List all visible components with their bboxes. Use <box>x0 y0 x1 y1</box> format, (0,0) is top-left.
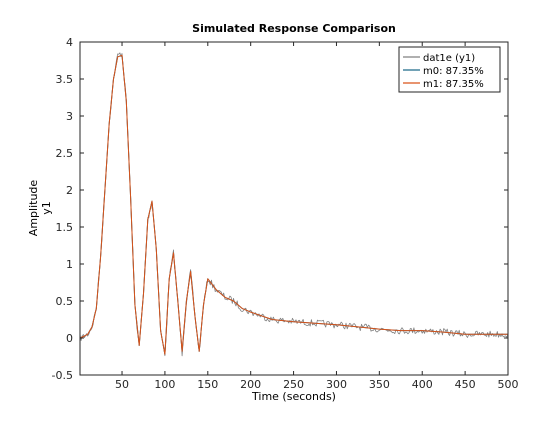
x-tick-label: 50 <box>115 378 129 391</box>
x-tick-label: 300 <box>326 378 347 391</box>
y-tick-label: 4 <box>66 36 73 49</box>
y-tick-label: 0.5 <box>56 295 74 308</box>
y-tick-label: 2.5 <box>56 147 74 160</box>
y-tick-label: -0.5 <box>52 369 73 382</box>
legend-label-m0: m0: 87.35% <box>423 66 484 77</box>
axes-box <box>79 41 509 376</box>
ticks-layer: 50 100 150 200 250 300 350 400 450 500 -0.5 0 0.5 1 1.… <box>52 36 519 391</box>
y-tick-label: 2 <box>66 184 73 197</box>
x-tick-label: 100 <box>154 378 175 391</box>
y-tick-label: 1.5 <box>56 221 74 234</box>
x-tick-label: 250 <box>283 378 304 391</box>
x-tick-label: 350 <box>369 378 390 391</box>
x-axis-title: Time (seconds) <box>251 390 336 403</box>
x-tick-label: 150 <box>197 378 218 391</box>
x-tick-label: 500 <box>498 378 519 391</box>
series-layer <box>79 52 509 357</box>
y-tick-label: 1 <box>66 258 73 271</box>
x-tick-label: 400 <box>412 378 433 391</box>
legend-label-m1: m1: 87.35% <box>423 79 484 90</box>
x-tick-label: 200 <box>240 378 261 391</box>
y-tick-label: 3 <box>66 110 73 123</box>
series-line-2 <box>79 54 508 355</box>
y-tick-label: 3.5 <box>56 73 74 86</box>
y-axis-subtitle: y1 <box>40 201 53 215</box>
legend: dat1e (y1) m0: 87.35% m1: 87.35% <box>398 46 501 93</box>
chart-title: Simulated Response Comparison <box>192 22 396 35</box>
y-tick-label: 0 <box>66 332 73 345</box>
y-axis-title: Amplitude <box>27 180 40 237</box>
x-tick-label: 450 <box>455 378 476 391</box>
legend-label-dat1e: dat1e (y1) <box>423 53 475 64</box>
